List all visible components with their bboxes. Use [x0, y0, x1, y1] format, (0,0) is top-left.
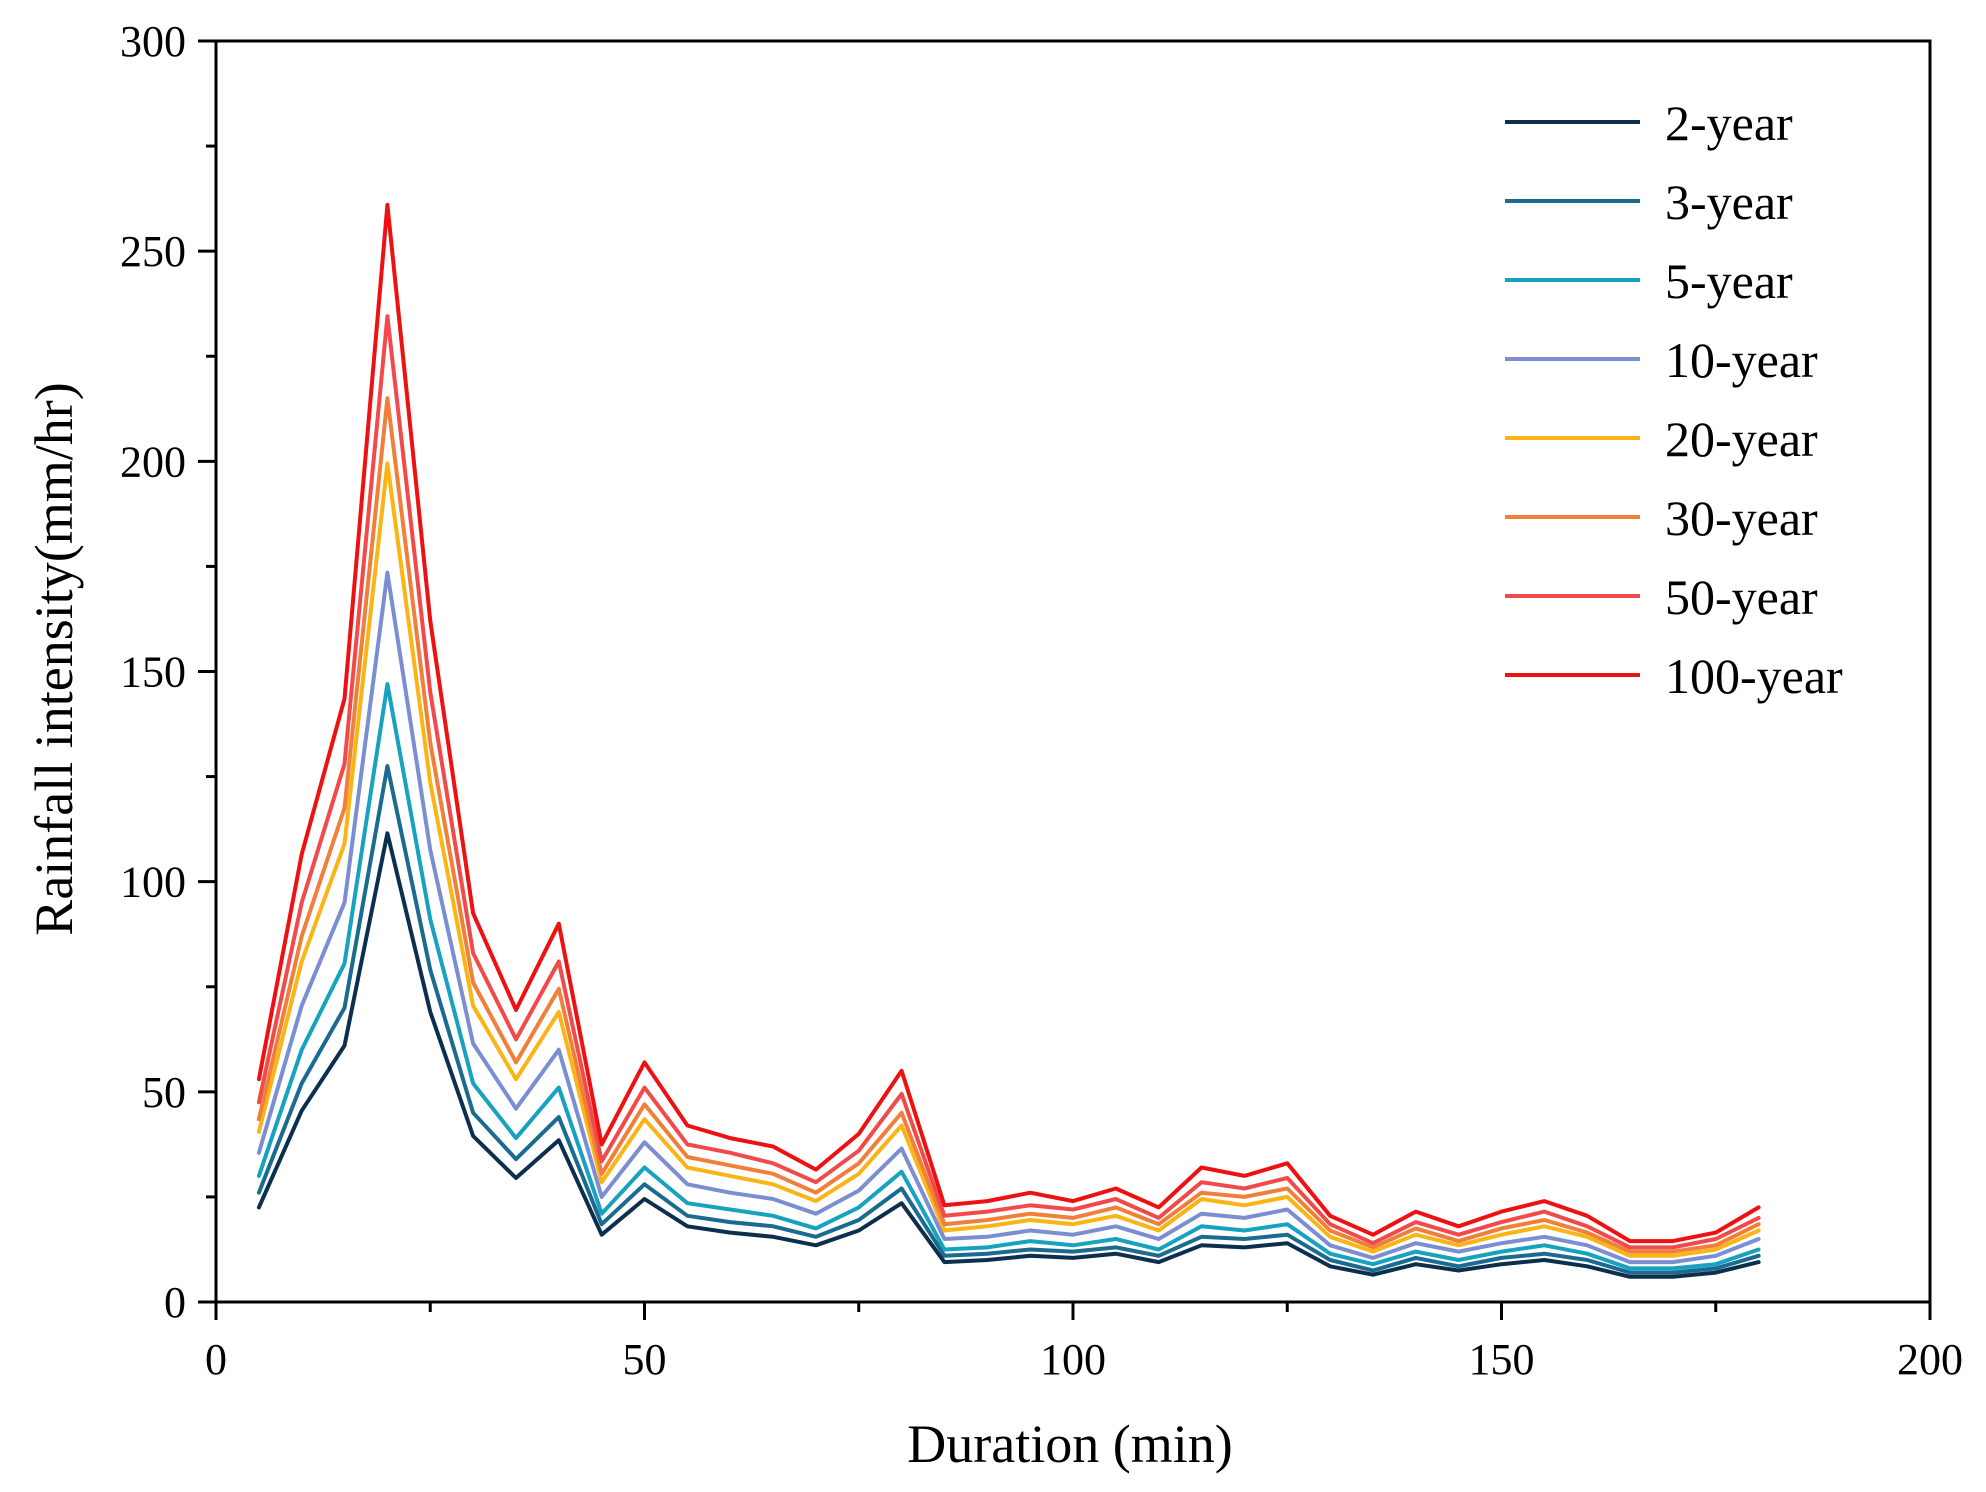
legend-label-5-year: 5-year — [1665, 253, 1793, 309]
x-tick-label: 0 — [205, 1335, 227, 1384]
series-line-30-year — [256, 396, 1761, 1254]
x-tick-label: 100 — [1040, 1335, 1106, 1384]
legend-label-100-year: 100-year — [1665, 648, 1843, 704]
legend-label-2-year: 2-year — [1665, 95, 1793, 151]
legend-label-30-year: 30-year — [1665, 490, 1818, 546]
y-axis-title: Rainfall intensity(mm/hr) — [24, 382, 84, 935]
x-tick-label: 50 — [623, 1335, 667, 1384]
series-line-2-year — [256, 831, 1761, 1279]
y-tick-label: 150 — [120, 648, 186, 697]
series-line-20-year — [256, 461, 1761, 1258]
series-line-5-year — [256, 682, 1761, 1271]
legend-label-20-year: 20-year — [1665, 411, 1818, 467]
y-tick-label: 250 — [120, 227, 186, 276]
y-tick-label: 300 — [120, 17, 186, 66]
series-line-50-year — [256, 314, 1761, 1250]
axes: 0 50 100 150 200 0 50 100 150 200 250 300 — [120, 17, 1963, 1384]
y-tick-label: 200 — [120, 437, 186, 486]
x-axis-title: Duration (min) — [907, 1414, 1232, 1474]
series-line-3-year — [256, 764, 1761, 1275]
series-line-100-year — [256, 202, 1761, 1244]
y-tick-label: 0 — [164, 1278, 186, 1327]
x-tick-label: 150 — [1469, 1335, 1535, 1384]
series-group — [256, 202, 1761, 1279]
legend-label-3-year: 3-year — [1665, 174, 1793, 230]
legend-label-10-year: 10-year — [1665, 332, 1818, 388]
series-line-10-year — [256, 570, 1761, 1265]
legend-label-50-year: 50-year — [1665, 569, 1818, 625]
x-tick-label: 200 — [1897, 1335, 1963, 1384]
y-tick-label: 50 — [142, 1068, 186, 1117]
y-tick-label: 100 — [120, 858, 186, 907]
legend: 2-year 3-year 5-year 10-year 20-year 30-year 5… — [1505, 95, 1843, 704]
